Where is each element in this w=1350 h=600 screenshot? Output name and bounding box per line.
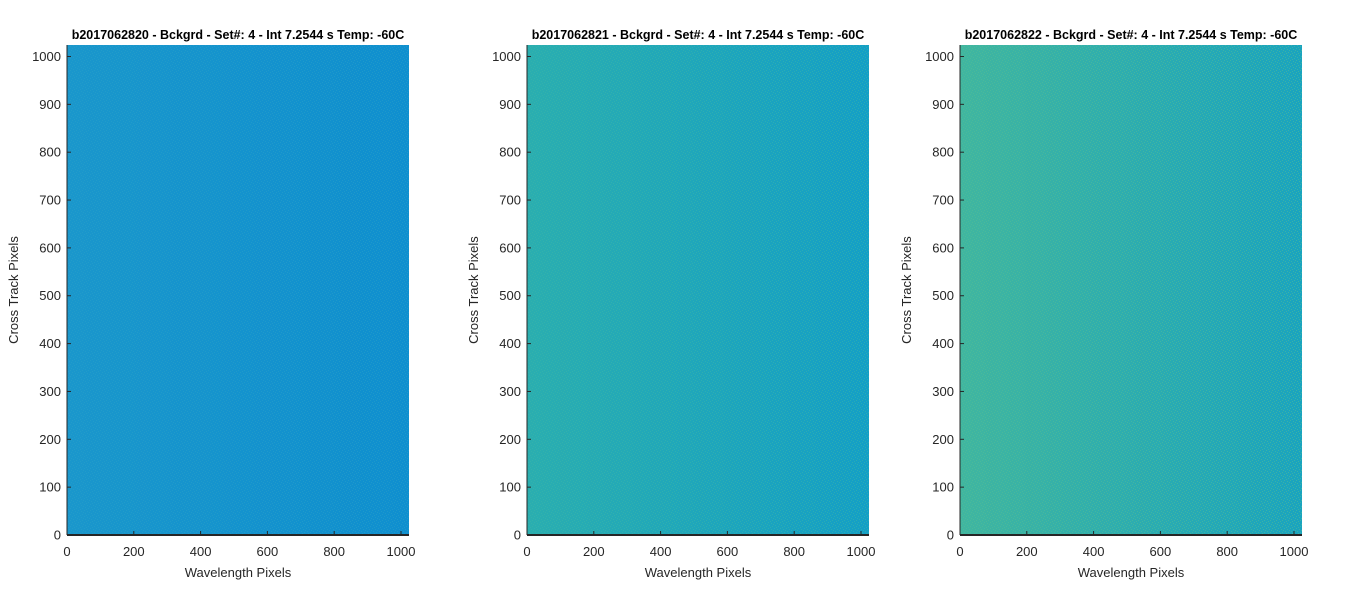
y-tick-label: 200	[39, 432, 61, 447]
chart-panel-2: 0 100 200 300 400 500 600 700 800 900 1000 0 200 400 6…	[466, 28, 875, 580]
y-tick-label: 1000	[492, 49, 521, 64]
y-tick-label: 200	[932, 432, 954, 447]
x-axis-label: Wavelength Pixels	[1078, 565, 1185, 580]
y-tick-label: 500	[932, 288, 954, 303]
y-tick-label: 500	[499, 288, 521, 303]
x-tick-label: 200	[1016, 544, 1038, 559]
x-tick-label: 200	[583, 544, 605, 559]
y-tick-label: 700	[932, 193, 954, 208]
y-tick-label: 1000	[32, 49, 61, 64]
y-tick-label: 700	[39, 193, 61, 208]
y-tick-label: 600	[932, 240, 954, 255]
y-axis-label: Cross Track Pixels	[466, 236, 481, 344]
x-tick-label: 200	[123, 544, 145, 559]
y-tick-label: 400	[39, 336, 61, 351]
y-tick-label: 900	[39, 97, 61, 112]
y-tick-label: 900	[932, 97, 954, 112]
y-tick-label: 0	[514, 528, 521, 543]
heatmap-noise	[527, 45, 869, 535]
y-tick-label: 100	[39, 480, 61, 495]
x-tick-label: 800	[783, 544, 805, 559]
y-tick-label: 400	[932, 336, 954, 351]
x-tick-label: 0	[523, 544, 530, 559]
y-tick-label: 600	[39, 240, 61, 255]
heatmap-noise	[960, 45, 1302, 535]
chart-title: b2017062822 - Bckgrd - Set#: 4 - Int 7.2…	[965, 28, 1298, 42]
heatmap-noise	[67, 45, 409, 535]
x-axis-label: Wavelength Pixels	[185, 565, 292, 580]
x-tick-label: 1000	[1280, 544, 1309, 559]
chart-title: b2017062820 - Bckgrd - Set#: 4 - Int 7.2…	[72, 28, 405, 42]
x-tick-label: 800	[1216, 544, 1238, 559]
x-tick-label: 1000	[387, 544, 416, 559]
chart-panel-1: 0 100 200 300 400 500 600 700 800 900 1000 0 200 400 6…	[6, 28, 415, 580]
x-tick-label: 0	[63, 544, 70, 559]
y-axis-label: Cross Track Pixels	[899, 236, 914, 344]
y-tick-label: 800	[39, 145, 61, 160]
x-tick-label: 0	[956, 544, 963, 559]
x-axis-label: Wavelength Pixels	[645, 565, 752, 580]
y-tick-label: 800	[932, 145, 954, 160]
x-tick-label: 400	[650, 544, 672, 559]
chart-panel-3: 0 100 200 300 400 500 600 700 800 900 1000 0 200 400 6…	[899, 28, 1308, 580]
y-tick-label: 0	[54, 528, 61, 543]
y-tick-label: 400	[499, 336, 521, 351]
y-tick-label: 100	[499, 480, 521, 495]
y-tick-label: 700	[499, 193, 521, 208]
x-tick-label: 600	[257, 544, 279, 559]
y-axis-label: Cross Track Pixels	[6, 236, 21, 344]
y-tick-label: 500	[39, 288, 61, 303]
y-tick-label: 600	[499, 240, 521, 255]
y-tick-label: 300	[499, 384, 521, 399]
y-tick-label: 100	[932, 480, 954, 495]
x-tick-label: 1000	[847, 544, 876, 559]
y-tick-label: 1000	[925, 49, 954, 64]
x-tick-label: 400	[1083, 544, 1105, 559]
y-tick-label: 800	[499, 145, 521, 160]
x-tick-label: 400	[190, 544, 212, 559]
y-tick-label: 300	[932, 384, 954, 399]
y-tick-label: 200	[499, 432, 521, 447]
x-tick-label: 600	[1150, 544, 1172, 559]
x-tick-label: 600	[717, 544, 739, 559]
y-tick-label: 0	[947, 528, 954, 543]
y-tick-label: 900	[499, 97, 521, 112]
y-tick-label: 300	[39, 384, 61, 399]
chart-title: b2017062821 - Bckgrd - Set#: 4 - Int 7.2…	[532, 28, 865, 42]
x-tick-label: 800	[323, 544, 345, 559]
